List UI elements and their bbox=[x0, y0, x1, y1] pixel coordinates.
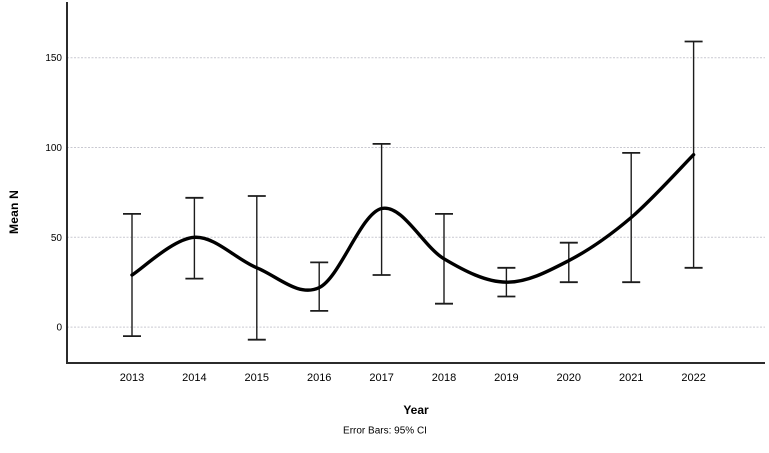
y-axis-title: Mean N bbox=[7, 190, 21, 234]
x-tick-label-2016: 2016 bbox=[307, 372, 331, 384]
error-bars-footnote: Error Bars: 95% CI bbox=[343, 425, 427, 437]
y-tick-label-0: 0 bbox=[56, 323, 62, 334]
x-tick-label-2022: 2022 bbox=[681, 372, 705, 384]
x-tick-label-2015: 2015 bbox=[245, 372, 269, 384]
x-tick-label-2020: 2020 bbox=[557, 372, 581, 384]
x-tick-label-2017: 2017 bbox=[369, 372, 393, 384]
x-tick-label-2021: 2021 bbox=[619, 372, 643, 384]
mean-line bbox=[130, 153, 696, 292]
x-tick-label-2014: 2014 bbox=[182, 372, 206, 384]
x-tick-label-2013: 2013 bbox=[120, 372, 144, 384]
y-tick-label-150: 150 bbox=[45, 53, 62, 64]
x-tick-label-2018: 2018 bbox=[432, 372, 456, 384]
x-tick-label-2019: 2019 bbox=[494, 372, 518, 384]
y-tick-label-50: 50 bbox=[51, 233, 63, 244]
y-tick-label-100: 100 bbox=[45, 143, 62, 154]
x-axis-title: Year bbox=[403, 403, 429, 417]
